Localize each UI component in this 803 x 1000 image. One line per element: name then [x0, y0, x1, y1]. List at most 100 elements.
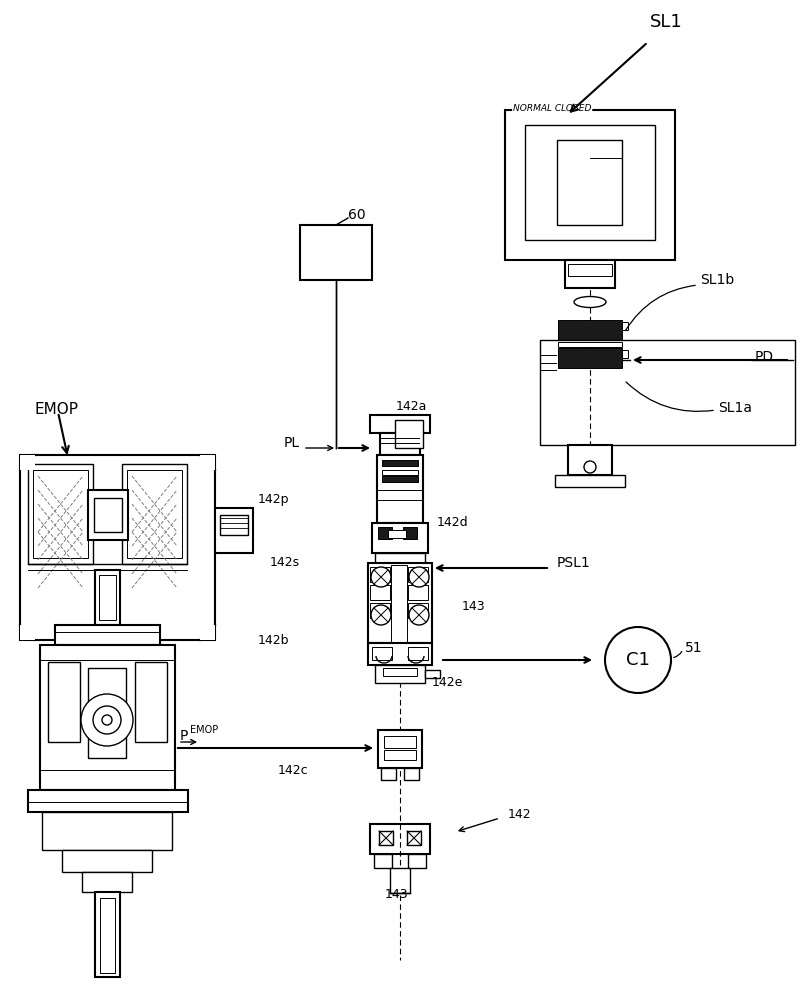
Bar	[95, 570, 120, 625]
Bar	[377, 730, 422, 768]
Circle shape	[102, 715, 112, 725]
Text: 142c: 142c	[278, 764, 308, 776]
Circle shape	[370, 605, 390, 625]
Bar	[368, 643, 431, 665]
Bar	[524, 125, 654, 240]
Bar	[374, 553, 425, 563]
Text: EMOP: EMOP	[35, 402, 79, 418]
Bar	[20, 455, 214, 640]
Text: PSL1: PSL1	[556, 556, 590, 570]
Text: SL1a: SL1a	[717, 401, 751, 415]
Bar	[135, 662, 167, 742]
Bar	[504, 110, 675, 260]
Bar	[567, 264, 611, 276]
Bar	[88, 668, 126, 758]
Circle shape	[604, 627, 671, 693]
Bar	[407, 647, 427, 660]
Bar	[407, 603, 427, 618]
Bar	[374, 665, 425, 683]
Bar	[373, 854, 392, 868]
Bar	[99, 575, 116, 620]
Bar	[127, 470, 181, 558]
Bar	[402, 527, 417, 539]
Circle shape	[93, 706, 120, 734]
Bar	[369, 415, 430, 433]
Circle shape	[409, 567, 429, 587]
Bar	[369, 824, 430, 854]
Bar	[55, 625, 160, 645]
Bar	[369, 603, 389, 618]
Circle shape	[81, 694, 132, 746]
Bar	[389, 868, 410, 893]
Text: 142s: 142s	[270, 556, 300, 570]
Bar	[28, 790, 188, 812]
Bar	[557, 320, 622, 340]
Bar	[40, 645, 175, 790]
Bar	[88, 490, 128, 540]
Bar	[403, 768, 418, 780]
Bar	[377, 527, 392, 539]
Text: 142p: 142p	[258, 493, 289, 506]
Bar	[372, 647, 392, 660]
Bar	[28, 464, 93, 564]
Text: EMOP: EMOP	[190, 725, 218, 735]
Bar	[220, 515, 247, 535]
Bar	[394, 420, 422, 448]
Bar	[622, 350, 627, 358]
Bar	[82, 872, 132, 892]
Bar	[33, 470, 88, 558]
Bar	[122, 464, 187, 564]
Bar	[407, 585, 427, 600]
Bar	[369, 567, 389, 582]
Bar	[368, 563, 431, 643]
Bar	[200, 625, 214, 640]
Text: 142e: 142e	[431, 676, 463, 688]
Text: P: P	[180, 729, 188, 743]
Text: 51: 51	[684, 641, 702, 655]
Bar	[42, 812, 172, 850]
Bar	[557, 342, 622, 347]
Bar	[407, 567, 427, 582]
Bar	[407, 854, 426, 868]
Bar	[384, 736, 415, 748]
Text: 60: 60	[348, 208, 365, 222]
Text: NORMAL CLOSED: NORMAL CLOSED	[512, 104, 591, 113]
Text: C1: C1	[626, 651, 649, 669]
Text: PL: PL	[283, 436, 300, 450]
Bar	[20, 455, 35, 470]
Bar	[567, 445, 611, 475]
Bar	[556, 140, 622, 225]
Bar	[384, 750, 415, 760]
Bar	[200, 455, 214, 470]
Bar	[390, 565, 406, 643]
Text: PD: PD	[754, 350, 773, 364]
Circle shape	[583, 461, 595, 473]
Bar	[565, 260, 614, 288]
Bar	[94, 498, 122, 532]
Text: 143: 143	[384, 888, 407, 902]
Bar	[557, 348, 622, 368]
Bar	[381, 768, 396, 780]
Bar	[380, 433, 419, 455]
Bar	[622, 322, 627, 330]
Bar	[20, 625, 35, 640]
Bar	[382, 668, 417, 676]
Text: 142b: 142b	[258, 634, 289, 646]
Bar	[48, 662, 80, 742]
Bar	[369, 585, 389, 600]
Text: 142d: 142d	[437, 516, 468, 528]
Bar	[388, 530, 406, 538]
Bar	[62, 850, 152, 872]
Bar	[378, 831, 393, 845]
Bar	[381, 476, 418, 482]
Bar	[554, 475, 624, 487]
Text: SL1b: SL1b	[699, 273, 733, 287]
Bar	[540, 340, 794, 445]
Bar	[372, 523, 427, 553]
Bar	[406, 831, 421, 845]
Text: SL1: SL1	[649, 13, 682, 31]
Text: 142: 142	[507, 808, 531, 821]
Circle shape	[409, 605, 429, 625]
Bar	[381, 470, 418, 475]
Bar	[214, 508, 253, 553]
